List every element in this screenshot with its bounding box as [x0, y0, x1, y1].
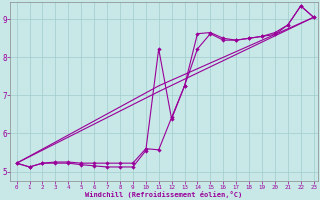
- X-axis label: Windchill (Refroidissement éolien,°C): Windchill (Refroidissement éolien,°C): [85, 191, 243, 198]
